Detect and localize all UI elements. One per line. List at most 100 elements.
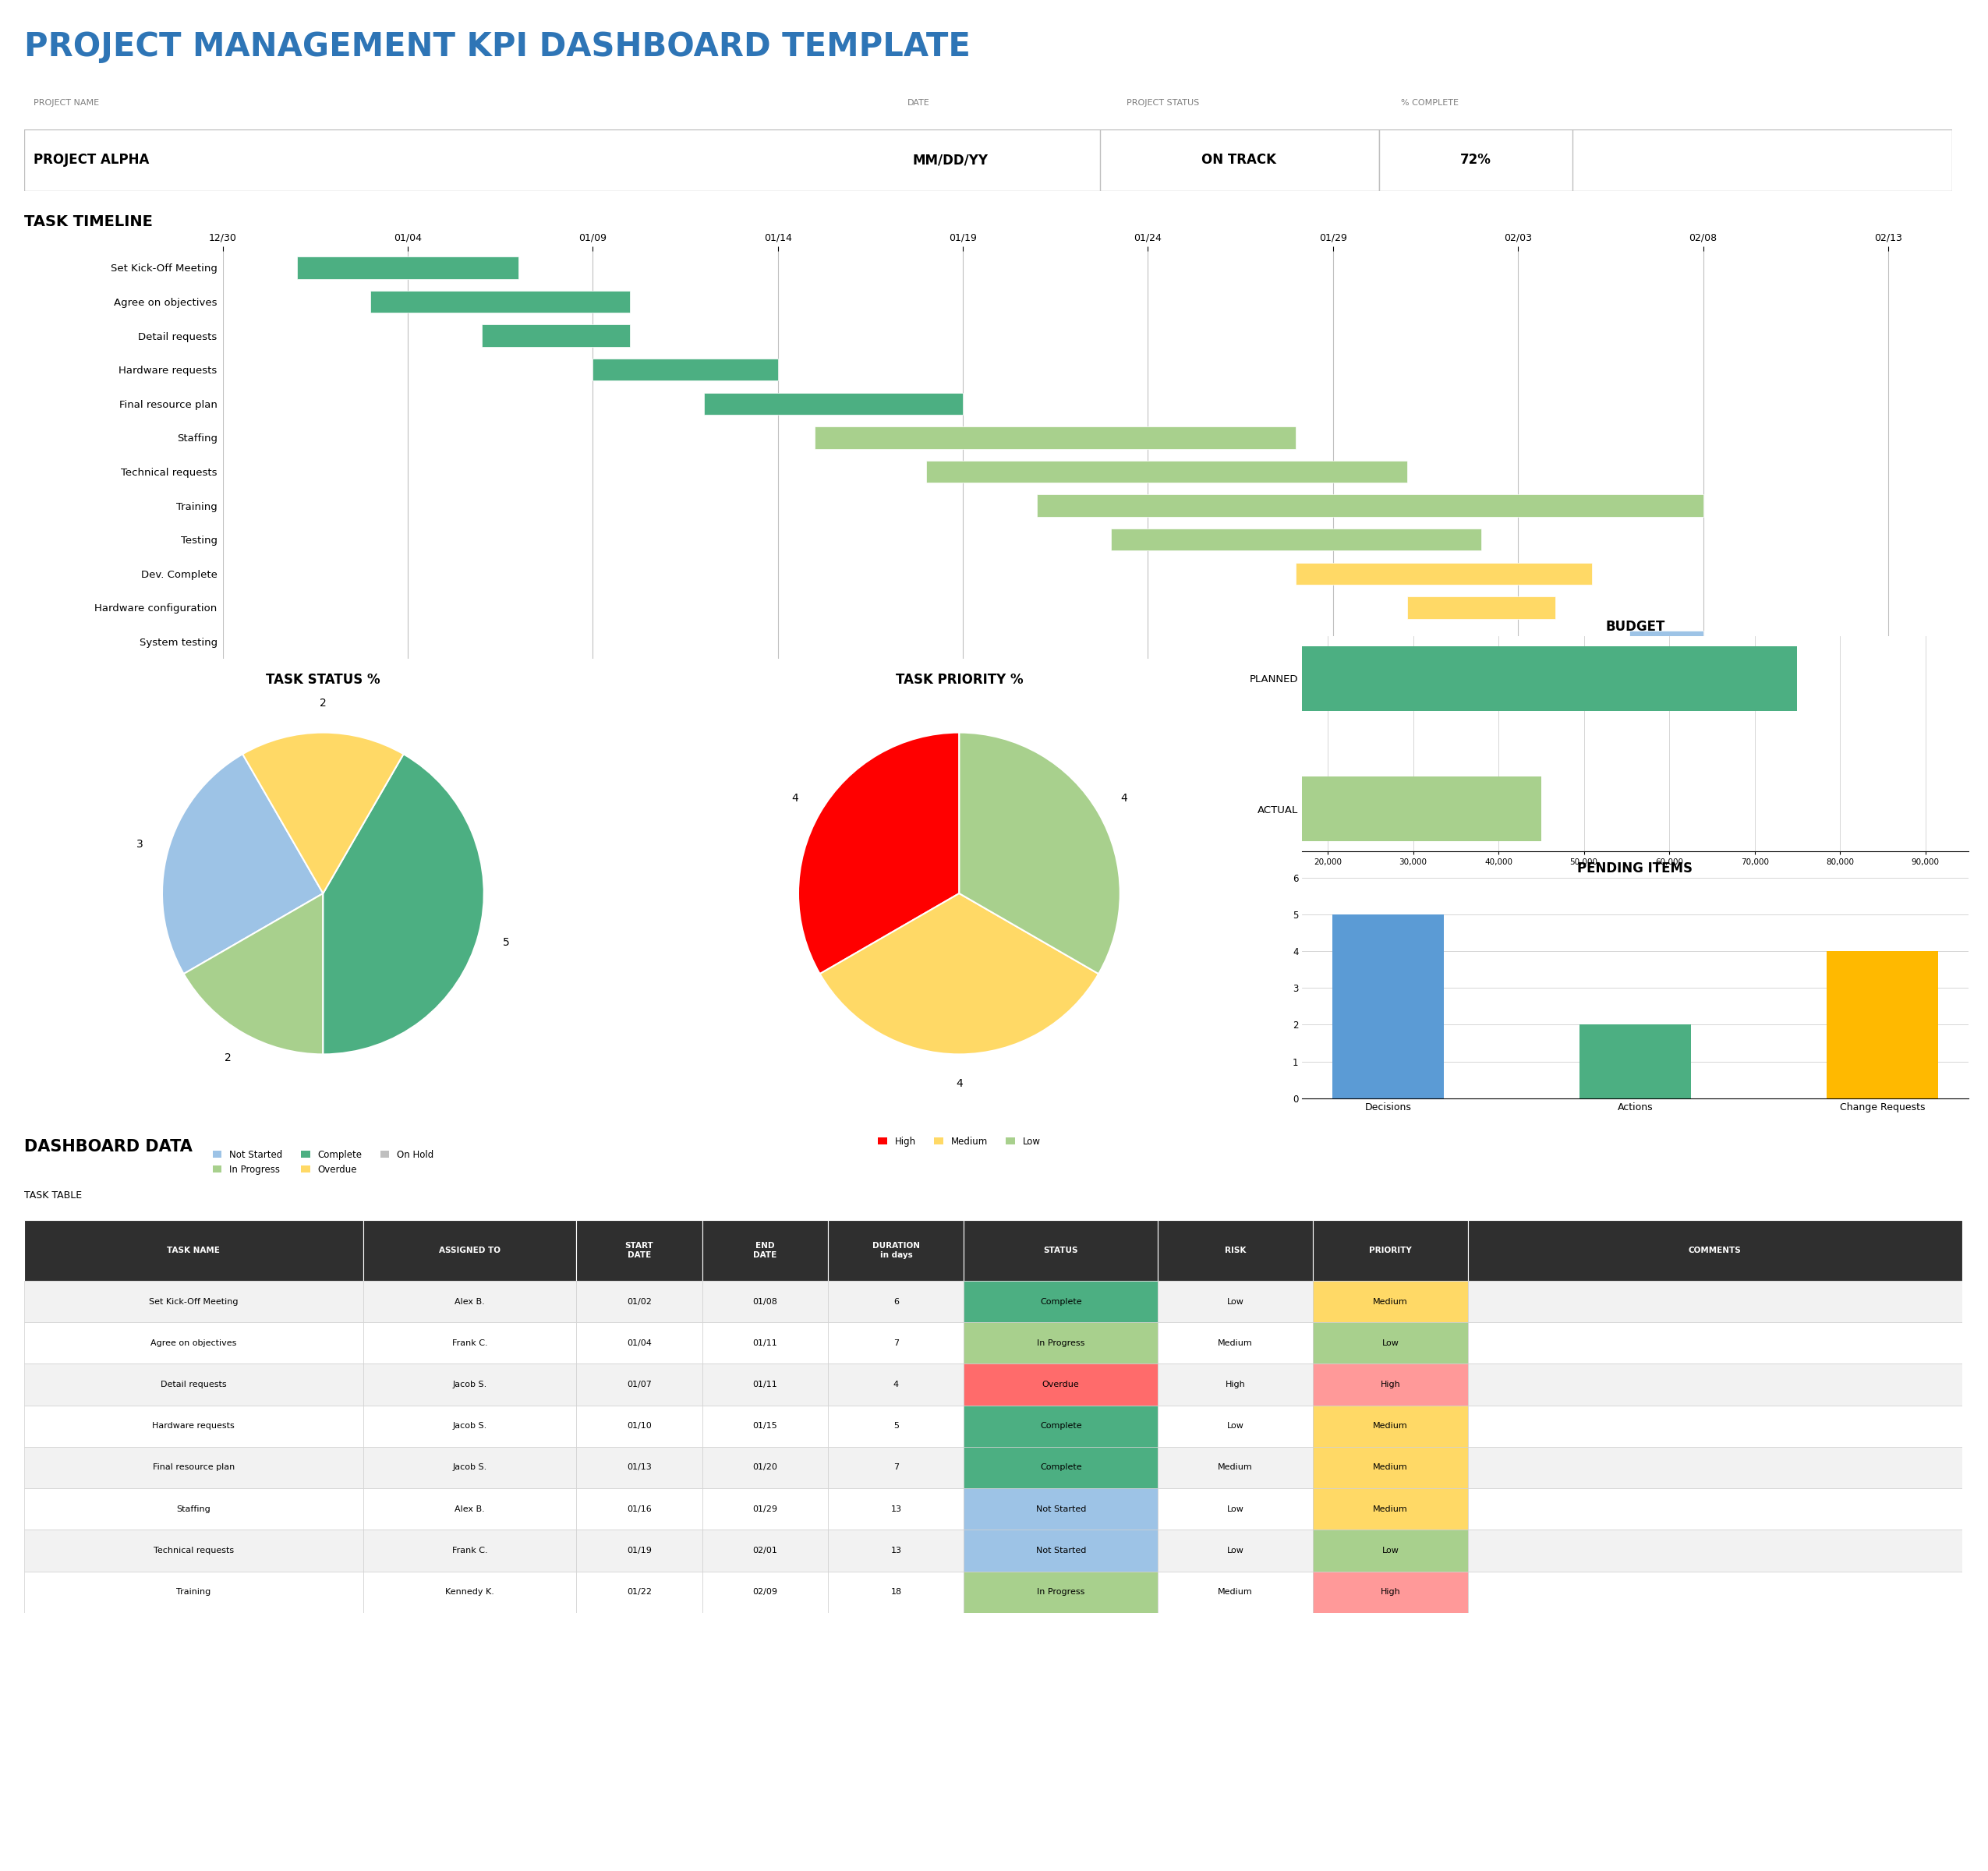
Bar (1038, 494, 1704, 516)
Bar (1296, 563, 1592, 584)
Bar (1157, 1323, 1312, 1364)
Text: 01/11: 01/11 (753, 1340, 777, 1347)
Bar (829, 1323, 964, 1364)
Bar (829, 1530, 964, 1572)
Text: 4: 4 (956, 1078, 962, 1089)
Bar (1157, 1487, 1312, 1530)
Text: 01/13: 01/13 (626, 1463, 652, 1471)
Legend: Not Started, In Progress, Complete, Overdue, On Hold: Not Started, In Progress, Complete, Over… (209, 1147, 437, 1179)
Bar (702, 1220, 829, 1282)
Bar (370, 290, 630, 312)
Text: Alex B.: Alex B. (455, 1504, 485, 1514)
Text: Low: Low (1227, 1504, 1244, 1514)
Text: TASK TIMELINE: TASK TIMELINE (24, 213, 153, 228)
Text: 7: 7 (893, 1340, 899, 1347)
Bar (1467, 1487, 1962, 1530)
Text: Hardware requests: Hardware requests (153, 1422, 235, 1429)
Bar (702, 1487, 829, 1530)
Bar (364, 1364, 577, 1405)
Bar (926, 460, 1408, 483)
Text: END
DATE: END DATE (753, 1242, 777, 1259)
Bar (1312, 1282, 1467, 1323)
Bar (1332, 915, 1443, 1098)
Bar (964, 1364, 1157, 1405)
Text: 01/19: 01/19 (626, 1547, 652, 1555)
Bar (1312, 1530, 1467, 1572)
Text: 7: 7 (893, 1463, 899, 1471)
Bar (964, 1323, 1157, 1364)
Wedge shape (243, 732, 404, 892)
Text: 2: 2 (320, 698, 326, 709)
Bar (1467, 1282, 1962, 1323)
Wedge shape (799, 732, 958, 975)
Text: 01/22: 01/22 (626, 1588, 652, 1596)
Text: Jacob S.: Jacob S. (453, 1463, 487, 1471)
Wedge shape (322, 754, 483, 1055)
Bar (829, 1220, 964, 1282)
Text: 4: 4 (893, 1381, 899, 1388)
Text: ASSIGNED TO: ASSIGNED TO (439, 1246, 501, 1254)
Bar (829, 1364, 964, 1405)
Text: Jacob S.: Jacob S. (453, 1381, 487, 1388)
Bar (364, 1446, 577, 1487)
Text: Complete: Complete (1040, 1298, 1081, 1306)
Text: 01/20: 01/20 (753, 1463, 777, 1471)
Text: Training: Training (177, 1588, 211, 1596)
Text: 01/10: 01/10 (626, 1422, 652, 1429)
Wedge shape (958, 732, 1119, 973)
Bar (1312, 1446, 1467, 1487)
Bar (1312, 1405, 1467, 1446)
Bar (829, 1446, 964, 1487)
Bar (815, 427, 1296, 449)
Bar (964, 1572, 1157, 1613)
Bar (1827, 950, 1938, 1098)
Text: 01/29: 01/29 (753, 1504, 777, 1514)
Bar (1467, 1364, 1962, 1405)
Text: Low: Low (1227, 1422, 1244, 1429)
Bar (1628, 631, 1704, 653)
Text: High: High (1380, 1588, 1400, 1596)
Bar (964, 1530, 1157, 1572)
Title: PENDING ITEMS: PENDING ITEMS (1576, 861, 1694, 876)
Bar (577, 1282, 702, 1323)
Text: TASK TABLE: TASK TABLE (24, 1190, 82, 1201)
Bar (1312, 1323, 1467, 1364)
Bar (964, 1487, 1157, 1530)
Text: DATE: DATE (907, 99, 930, 107)
Bar (1157, 1364, 1312, 1405)
Text: 72%: 72% (1461, 153, 1491, 167)
Text: 01/15: 01/15 (753, 1422, 777, 1429)
Bar (1157, 1446, 1312, 1487)
Bar (702, 1282, 829, 1323)
Text: 4: 4 (1119, 793, 1127, 805)
Text: 01/07: 01/07 (626, 1381, 652, 1388)
Bar (24, 1364, 364, 1405)
Text: 5: 5 (503, 937, 509, 949)
Text: Jacob S.: Jacob S. (453, 1422, 487, 1429)
Text: 6: 6 (893, 1298, 899, 1306)
Bar (24, 1282, 364, 1323)
Text: 01/08: 01/08 (753, 1298, 777, 1306)
Text: Low: Low (1382, 1547, 1400, 1555)
Text: Set Kick-Off Meeting: Set Kick-Off Meeting (149, 1298, 239, 1306)
Bar (1157, 1405, 1312, 1446)
Text: High: High (1225, 1381, 1244, 1388)
Title: BUDGET: BUDGET (1606, 619, 1664, 634)
Bar (577, 1530, 702, 1572)
Bar (702, 1405, 829, 1446)
Bar (364, 1487, 577, 1530)
Bar (829, 1405, 964, 1446)
Text: DURATION
in days: DURATION in days (873, 1242, 920, 1259)
Bar (364, 1220, 577, 1282)
Bar (1312, 1364, 1467, 1405)
Title: TASK PRIORITY %: TASK PRIORITY % (895, 674, 1024, 687)
Text: STATUS: STATUS (1044, 1246, 1077, 1254)
Text: % COMPLETE: % COMPLETE (1402, 99, 1459, 107)
Bar (829, 1487, 964, 1530)
Bar (704, 393, 962, 415)
Bar (24, 1572, 364, 1613)
Text: Kennedy K.: Kennedy K. (445, 1588, 495, 1596)
Bar (1312, 1572, 1467, 1613)
Text: PROJECT MANAGEMENT KPI DASHBOARD TEMPLATE: PROJECT MANAGEMENT KPI DASHBOARD TEMPLAT… (24, 30, 970, 64)
Text: PROJECT NAME: PROJECT NAME (34, 99, 99, 107)
